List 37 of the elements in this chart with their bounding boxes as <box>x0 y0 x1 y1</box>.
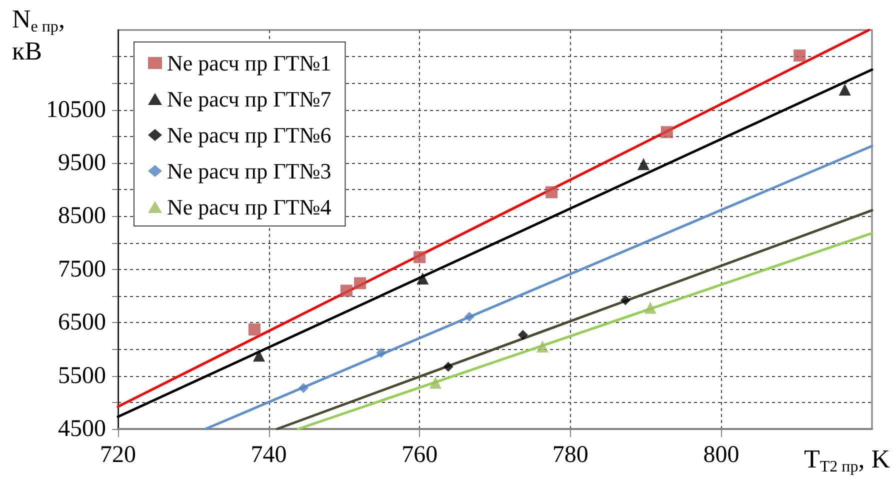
x-tick-label: 760 <box>402 442 438 468</box>
legend-label: Ne расч пр ГТ№6 <box>167 122 332 148</box>
point <box>518 330 528 340</box>
point <box>354 277 366 290</box>
y-tick-label: 8500 <box>58 203 106 230</box>
legend-label: Ne расч пр ГТ№1 <box>167 50 332 76</box>
point <box>298 383 308 394</box>
x-tick-label: 720 <box>100 442 136 468</box>
point <box>414 251 426 264</box>
y-tick-label: 5500 <box>58 362 106 389</box>
legend-label: Ne расч пр ГТ№4 <box>167 194 332 220</box>
point <box>429 376 442 389</box>
x-tick-label: 800 <box>703 442 740 468</box>
point <box>546 186 558 198</box>
point <box>376 348 386 358</box>
x-tick-label: 780 <box>552 442 588 468</box>
point <box>638 158 650 170</box>
legend-label: Ne расч пр ГТ№7 <box>167 86 332 112</box>
x-tick-label: 740 <box>250 442 287 468</box>
y-tick-label: 4500 <box>58 416 106 442</box>
point <box>464 312 474 322</box>
point <box>416 272 429 284</box>
y-tick-label: 6500 <box>58 310 106 336</box>
point <box>838 84 851 96</box>
point <box>660 126 673 138</box>
point <box>644 302 656 314</box>
legend-label: Ne расч пр ГТ№3 <box>167 158 332 184</box>
point <box>253 350 265 362</box>
point <box>794 50 806 62</box>
point <box>248 324 260 336</box>
point <box>536 340 548 353</box>
point <box>340 284 352 297</box>
y-tick-label: 10500 <box>46 96 106 123</box>
y-tick-label: 9500 <box>58 150 106 176</box>
point <box>443 362 454 372</box>
point <box>620 295 630 306</box>
y-tick-label: 7500 <box>58 256 106 282</box>
